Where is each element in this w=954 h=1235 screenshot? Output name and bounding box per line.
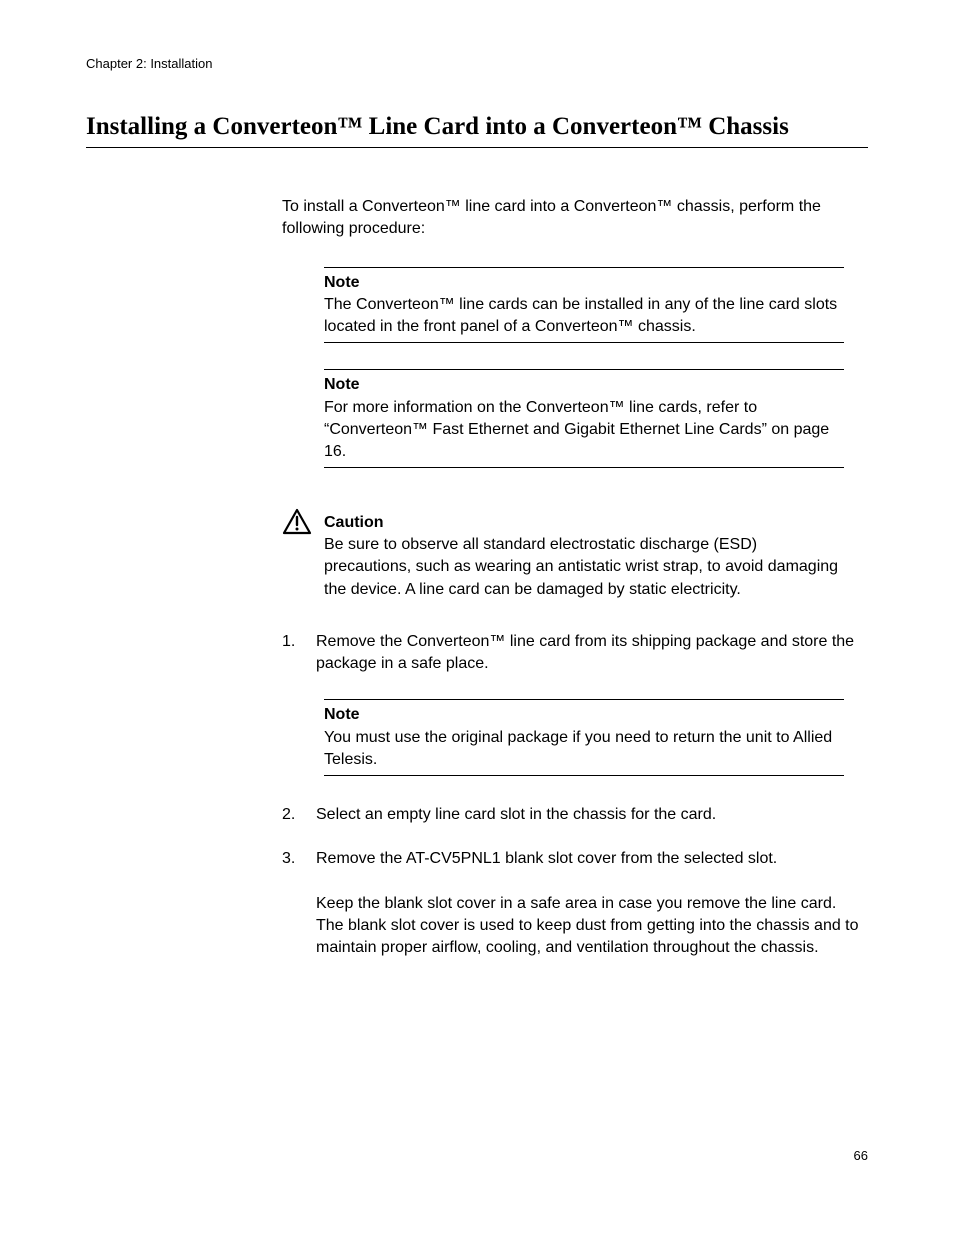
- note-body: The Converteon™ line cards can be instal…: [324, 294, 844, 338]
- caution-block: Caution Be sure to observe all standard …: [324, 512, 844, 601]
- step-3-followup: Keep the blank slot cover in a safe area…: [316, 893, 862, 960]
- horizontal-rule: [324, 342, 844, 343]
- step-text: Remove the Converteon™ line card from it…: [316, 633, 854, 672]
- horizontal-rule: [324, 267, 844, 268]
- step-number: 2.: [282, 804, 295, 826]
- chapter-header: Chapter 2: Installation: [86, 56, 868, 71]
- note-label: Note: [324, 272, 844, 294]
- section-title: Installing a Converteon™ Line Card into …: [86, 113, 868, 148]
- step-number: 3.: [282, 848, 295, 870]
- step-text: Select an empty line card slot in the ch…: [316, 806, 716, 823]
- horizontal-rule: [324, 775, 844, 776]
- document-page: Chapter 2: Installation Installing a Con…: [0, 0, 954, 1235]
- note-block-step1: Note You must use the original package i…: [324, 699, 844, 776]
- horizontal-rule: [324, 369, 844, 370]
- step-3: 3. Remove the AT-CV5PNL1 blank slot cove…: [282, 848, 862, 960]
- note-label: Note: [324, 704, 844, 726]
- caution-body: Be sure to observe all standard electros…: [324, 534, 844, 600]
- caution-triangle-icon: [282, 508, 312, 536]
- note-body: For more information on the Converteon™ …: [324, 397, 844, 463]
- intro-paragraph: To install a Converteon™ line card into …: [282, 196, 862, 241]
- caution-label: Caution: [324, 512, 844, 534]
- note-block-2: Note For more information on the Convert…: [324, 369, 844, 468]
- step-text: Remove the AT-CV5PNL1 blank slot cover f…: [316, 850, 777, 867]
- step-1: 1. Remove the Converteon™ line card from…: [282, 631, 862, 676]
- horizontal-rule: [324, 699, 844, 700]
- page-number: 66: [854, 1148, 868, 1163]
- step-number: 1.: [282, 631, 295, 653]
- note-label: Note: [324, 374, 844, 396]
- body-column: To install a Converteon™ line card into …: [282, 196, 862, 960]
- step-2: 2. Select an empty line card slot in the…: [282, 804, 862, 826]
- note-block-1: Note The Converteon™ line cards can be i…: [324, 267, 844, 344]
- note-body: You must use the original package if you…: [324, 727, 844, 771]
- horizontal-rule: [324, 467, 844, 468]
